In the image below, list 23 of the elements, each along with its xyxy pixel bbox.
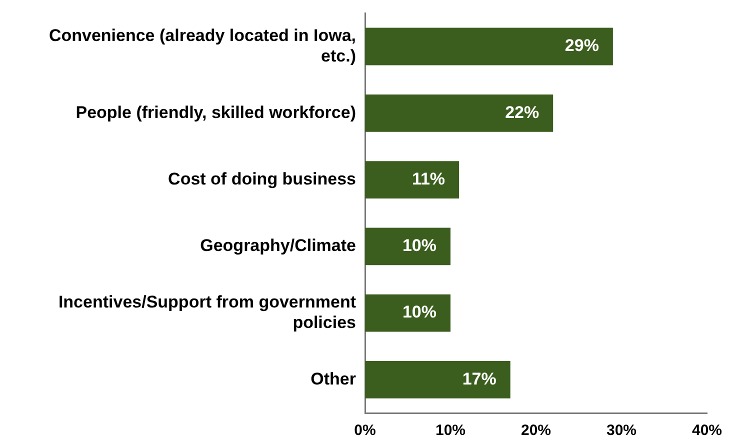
data-label: 11% (412, 169, 446, 188)
y-tick-label: Incentives/Support from government policies (58, 292, 356, 332)
data-label: 17% (462, 369, 496, 388)
data-label: 10% (402, 236, 436, 256)
x-tick-label: 0% (354, 422, 376, 440)
x-tick-label: 20% (520, 422, 552, 440)
y-tick-label: Cost of doing business (168, 169, 356, 188)
bar (365, 228, 450, 266)
x-tick-label: 10% (435, 422, 466, 440)
y-tick-label: Geography/Climate (200, 236, 356, 256)
data-label: 10% (402, 302, 436, 322)
y-tick-label: People (friendly, skilled workforce) (76, 102, 356, 122)
bar (365, 294, 450, 332)
data-label: 22% (505, 102, 540, 122)
bar (365, 360, 510, 398)
data-label: 29% (564, 36, 599, 56)
y-tick-label: Convenience (already located in Iowa, etc.) (48, 26, 356, 66)
x-tick-label: 40% (692, 422, 722, 440)
bar (365, 94, 554, 132)
bar (365, 161, 460, 198)
x-tick-label: 30% (606, 422, 637, 440)
y-tick-label: Other (310, 369, 356, 388)
bar (365, 28, 613, 66)
